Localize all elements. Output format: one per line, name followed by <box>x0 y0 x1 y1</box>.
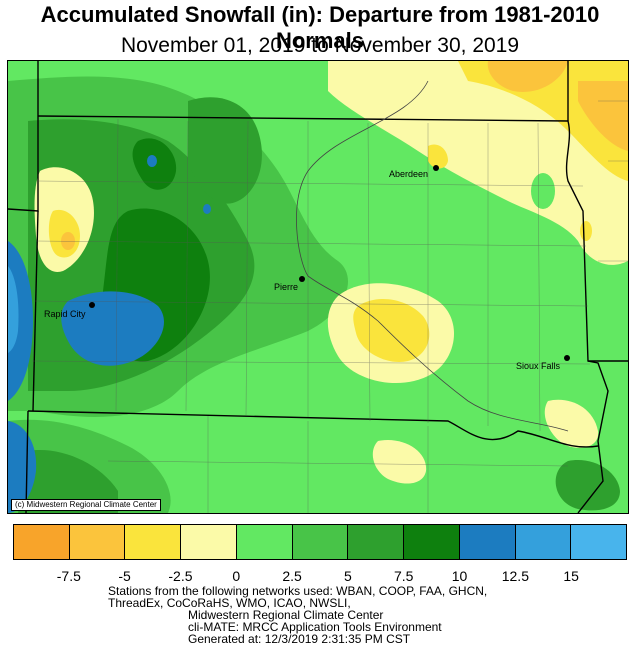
footer-line-tool: cli-MATE: MRCC Application Tools Environ… <box>188 620 442 634</box>
legend-label: 7.5 <box>393 568 414 584</box>
legend-label: -7.5 <box>56 568 81 584</box>
legend-swatch <box>14 525 70 559</box>
data-source-footer: Stations from the following networks use… <box>108 585 487 645</box>
legend-label: -2.5 <box>168 568 193 584</box>
map-title: Accumulated Snowfall (in): Departure fro… <box>40 2 600 53</box>
legend-label: 15 <box>563 568 579 584</box>
legend-label: 0 <box>232 568 241 584</box>
footer-line-generated: Generated at: 12/3/2019 2:31:35 PM CST <box>188 632 411 646</box>
legend-label: 5 <box>344 568 352 584</box>
date-range-subtitle: November 01, 2019 to November 30, 2019 <box>120 34 520 57</box>
city-label-rapid-city: Rapid City <box>44 309 86 319</box>
city-label-sioux-falls: Sioux Falls <box>516 361 561 371</box>
legend-swatch <box>236 525 293 559</box>
footer-line-org: Midwestern Regional Climate Center <box>188 608 384 622</box>
legend-label: 12.5 <box>501 568 529 584</box>
legend-swatch <box>571 525 627 559</box>
footer-line-networks: Stations from the following networks use… <box>108 584 488 598</box>
legend-swatch <box>181 525 237 559</box>
legend-swatch <box>515 525 572 559</box>
footer-line-networks-cont: ThreadEx, CoCoRaHS, WMO, ICAO, NWSLI, <box>108 596 351 610</box>
legend-swatch <box>125 525 182 559</box>
legend-label: 10 <box>451 568 468 584</box>
snowfall-departure-map: Aberdeen Pierre Rapid City Sioux Falls (… <box>7 60 629 514</box>
legend-tick-labels: -7.5 -5 -2.5 0 2.5 5 7.5 10 12.5 15 <box>13 568 627 586</box>
legend-swatch <box>69 525 126 559</box>
legend-swatch <box>292 525 349 559</box>
legend-label: 2.5 <box>282 568 302 584</box>
city-label-aberdeen: Aberdeen <box>389 169 429 179</box>
legend-swatch <box>404 525 460 559</box>
legend-swatch <box>348 525 405 559</box>
map-canvas <box>8 61 628 513</box>
city-label-pierre: Pierre <box>274 282 299 292</box>
copyright-credit: (c) Midwestern Regional Climate Center <box>11 499 161 511</box>
color-legend <box>13 524 627 560</box>
legend-label: -5 <box>118 568 131 584</box>
legend-swatch <box>459 525 516 559</box>
